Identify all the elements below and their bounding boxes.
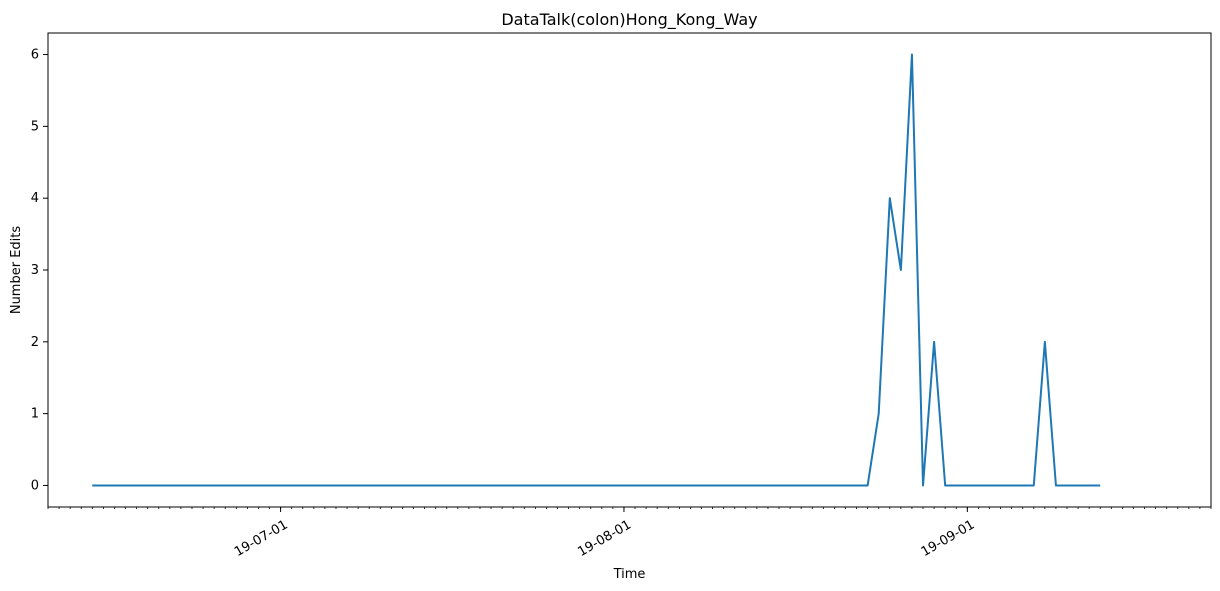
chart-title: DataTalk(colon)Hong_Kong_Way: [501, 10, 757, 30]
y-tick-label: 0: [31, 478, 39, 493]
series-line: [92, 53, 1101, 487]
y-tick-label: 2: [31, 335, 39, 350]
x-axis-label: Time: [613, 567, 646, 582]
plot-area: [48, 33, 1211, 507]
x-axis-ticks: 19-07-01 19-08-01 19-09-01: [232, 507, 977, 560]
y-tick-label: 5: [31, 119, 39, 134]
y-tick-label: 1: [31, 407, 39, 422]
x-tick-label: 19-07-01: [232, 517, 291, 559]
y-tick-label: 3: [31, 263, 39, 278]
plot-frame: [47, 32, 1212, 508]
x-tick-label: 19-09-01: [919, 517, 978, 559]
x-tick-label: 19-08-01: [575, 517, 634, 559]
y-tick-label: 4: [31, 191, 39, 206]
y-axis-ticks: 0 1 2 3 4 5 6: [31, 48, 48, 493]
y-axis-label: Number Edits: [9, 226, 24, 315]
y-tick-label: 6: [31, 48, 39, 63]
